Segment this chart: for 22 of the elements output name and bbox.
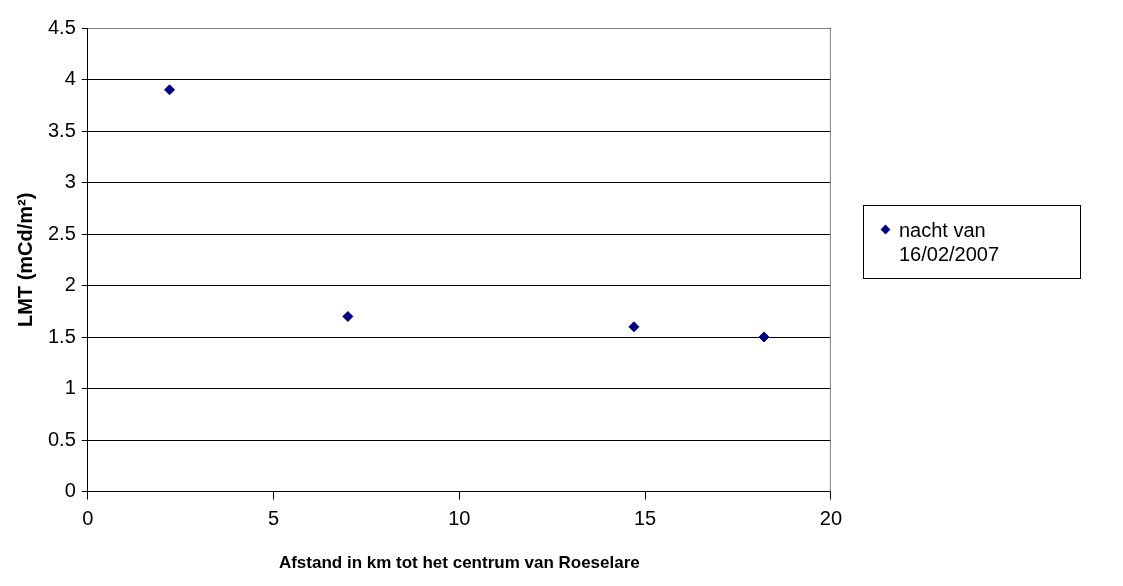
y-tick-label: 0 [64, 479, 76, 502]
y-tick-label: 3 [64, 170, 76, 193]
point [758, 331, 770, 343]
point [164, 84, 176, 96]
legend-label: nacht van 16/02/2007 [899, 218, 1001, 266]
y-tick-label: 0.5 [47, 427, 76, 450]
x-tick-label: 20 [819, 507, 842, 530]
y-tick-label: 2.5 [47, 221, 76, 244]
point [342, 310, 354, 322]
x-tick-label: 10 [448, 507, 471, 530]
x-tick-label: 5 [268, 507, 280, 530]
y-tick-label: 2 [64, 273, 76, 296]
y-tick-label: 3.5 [47, 118, 76, 141]
y-tick-label: 4 [64, 67, 76, 90]
y-tick-label: 4.5 [47, 15, 76, 38]
y-tick-label: 1.5 [47, 324, 76, 347]
y-axis-title: LMT (mCd/m²) [13, 192, 36, 328]
y-tick-label: 1 [64, 376, 76, 399]
x-tick-label: 15 [633, 507, 657, 530]
x-tick-label: 0 [82, 507, 94, 530]
point [628, 321, 640, 333]
x-axis-title: Afstand in km tot het centrum van Roeselare [278, 553, 640, 573]
